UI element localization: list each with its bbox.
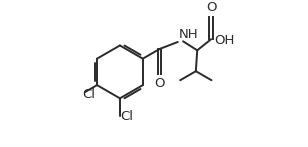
Text: Cl: Cl: [82, 88, 95, 101]
Text: O: O: [206, 1, 217, 14]
Text: O: O: [154, 77, 165, 90]
Text: OH: OH: [215, 34, 235, 47]
Text: Cl: Cl: [121, 110, 134, 123]
Text: NH: NH: [178, 28, 198, 41]
